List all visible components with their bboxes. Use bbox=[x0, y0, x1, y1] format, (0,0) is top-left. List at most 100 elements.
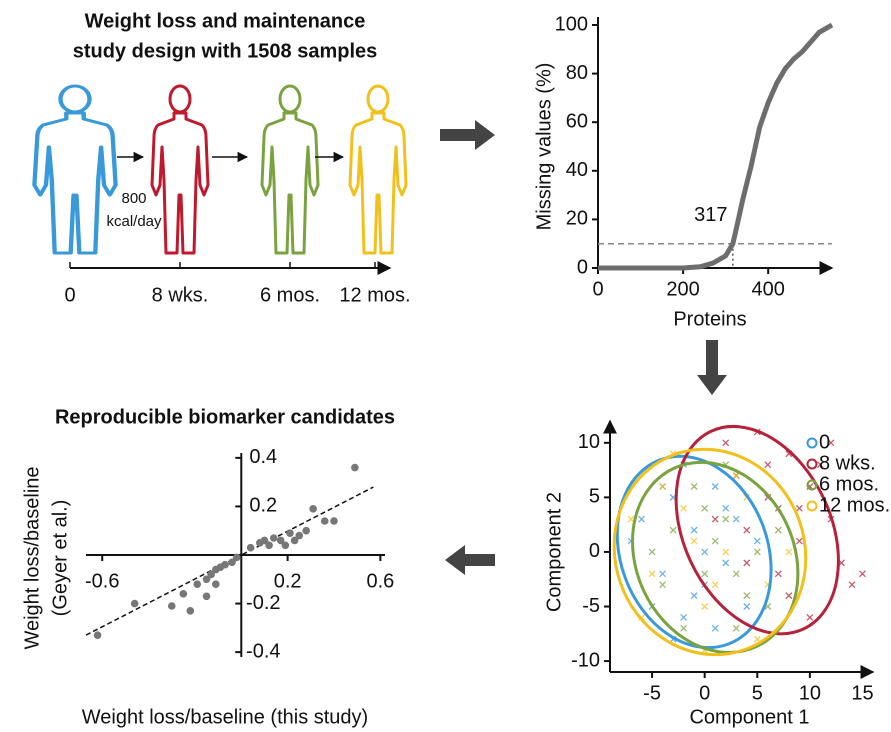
data-point bbox=[732, 472, 740, 480]
legend-label: 12 mos. bbox=[819, 494, 890, 516]
data-point bbox=[753, 537, 761, 545]
data-point bbox=[859, 570, 866, 578]
body-figure bbox=[260, 84, 320, 255]
data-point bbox=[309, 505, 317, 513]
y-tick-label: -5 bbox=[582, 595, 600, 617]
data-point bbox=[193, 580, 202, 588]
data-point bbox=[743, 592, 751, 600]
legend-marker bbox=[806, 479, 818, 491]
chart-title: Reproducible biomarker candidates bbox=[55, 406, 395, 428]
data-point bbox=[290, 536, 299, 545]
data-point bbox=[827, 439, 835, 447]
flow-arrow bbox=[445, 545, 495, 575]
body-figure bbox=[348, 84, 408, 255]
data-point bbox=[732, 570, 740, 578]
data-point bbox=[690, 483, 698, 490]
data-point bbox=[330, 517, 338, 525]
data-point bbox=[690, 537, 698, 545]
x-axis-label: Weight loss/baseline (this study) bbox=[82, 706, 368, 728]
data-point bbox=[302, 526, 310, 535]
confidence-ellipse bbox=[631, 460, 800, 654]
x-tick-label: 5 bbox=[752, 682, 763, 704]
data-point bbox=[351, 463, 359, 472]
data-point bbox=[795, 504, 803, 512]
x-axis-label: Component 1 bbox=[689, 706, 809, 728]
data-point bbox=[701, 548, 709, 556]
data-point bbox=[207, 570, 215, 579]
timepoint-label: 0 bbox=[64, 284, 75, 306]
data-point bbox=[202, 592, 211, 601]
y-tick-label: 20 bbox=[566, 208, 588, 230]
data-point bbox=[701, 603, 709, 610]
x-tick-label: 0.2 bbox=[274, 570, 302, 592]
data-point bbox=[711, 581, 719, 589]
x-tick-label: 10 bbox=[799, 682, 821, 704]
data-point bbox=[659, 570, 667, 578]
flow-arrow bbox=[697, 340, 727, 395]
data-point bbox=[269, 534, 278, 542]
data-line bbox=[598, 22, 834, 271]
data-point bbox=[179, 590, 188, 598]
x-tick-label: 400 bbox=[751, 278, 784, 300]
flow-arrow bbox=[440, 120, 495, 150]
annotation: 317 bbox=[694, 204, 727, 226]
body-figure bbox=[34, 86, 115, 253]
y-axis-label: Weight loss/baseline bbox=[21, 466, 43, 649]
x-tick-label: 0 bbox=[699, 682, 710, 704]
timepoint-label: 6 mos. bbox=[260, 284, 320, 306]
y-tick-label: 80 bbox=[566, 62, 588, 84]
data-point bbox=[659, 483, 667, 490]
y-tick-label: -10 bbox=[571, 649, 600, 671]
data-point bbox=[743, 526, 751, 534]
data-point bbox=[722, 559, 730, 567]
data-point bbox=[722, 504, 730, 512]
data-point bbox=[816, 461, 824, 469]
legend-label: 0 bbox=[819, 431, 830, 453]
data-point bbox=[795, 537, 803, 545]
data-point bbox=[785, 548, 793, 556]
data-point bbox=[743, 603, 751, 610]
data-point bbox=[265, 541, 273, 550]
data-point bbox=[764, 461, 772, 469]
confidence-ellipse bbox=[615, 454, 773, 650]
y-tick-label: 0.2 bbox=[249, 495, 277, 517]
x-tick-label: 15 bbox=[851, 682, 873, 704]
x-axis-label: Proteins bbox=[673, 308, 746, 330]
data-point bbox=[186, 607, 195, 615]
diet-label: kcal/day bbox=[106, 213, 162, 230]
data-point bbox=[221, 560, 229, 569]
design-title: study design with 1508 samples bbox=[73, 40, 378, 62]
design-title: Weight loss and maintenance bbox=[85, 10, 366, 32]
data-point bbox=[130, 599, 139, 608]
data-point bbox=[722, 439, 730, 447]
confidence-ellipse bbox=[674, 424, 840, 636]
data-point bbox=[286, 529, 294, 537]
data-point bbox=[722, 548, 730, 556]
data-point bbox=[276, 536, 285, 545]
timepoint-label: 12 mos. bbox=[339, 284, 410, 306]
y-tick-label: 40 bbox=[566, 159, 588, 181]
data-point bbox=[722, 515, 730, 523]
legend-marker bbox=[806, 458, 818, 470]
y-tick-label: 0.4 bbox=[249, 446, 277, 468]
y-tick-label: 60 bbox=[566, 110, 588, 132]
data-point bbox=[659, 581, 667, 589]
y-tick-label: 10 bbox=[578, 431, 600, 453]
y-tick-label: 5 bbox=[589, 486, 600, 508]
data-point bbox=[281, 541, 290, 550]
data-point bbox=[701, 504, 709, 512]
confidence-ellipse bbox=[612, 447, 808, 657]
x-tick-label: -0.6 bbox=[85, 570, 119, 592]
data-point bbox=[232, 553, 241, 562]
data-point bbox=[711, 483, 719, 490]
timepoint-label: 8 wks. bbox=[152, 284, 209, 306]
data-point bbox=[638, 515, 646, 523]
data-point bbox=[93, 631, 102, 639]
data-point bbox=[701, 570, 709, 578]
legend-marker bbox=[806, 500, 818, 512]
data-point bbox=[669, 526, 677, 534]
x-tick-label: 0 bbox=[592, 278, 603, 300]
data-point bbox=[648, 548, 656, 556]
x-tick-label: 200 bbox=[666, 278, 699, 300]
legend-label: 8 wks. bbox=[819, 452, 876, 474]
